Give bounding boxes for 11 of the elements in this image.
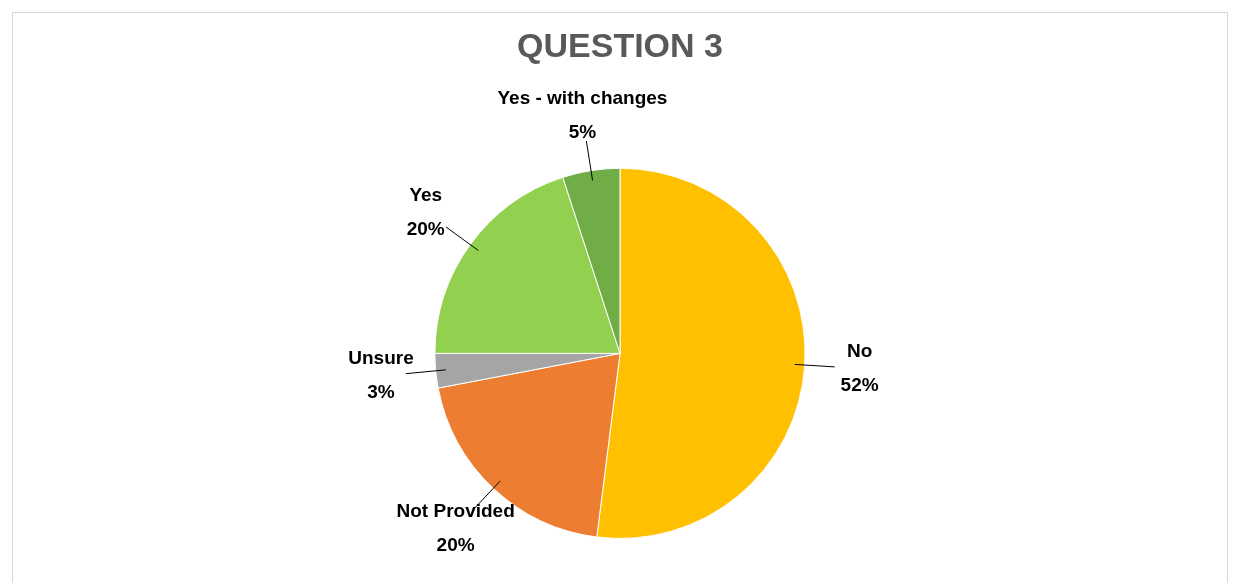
data-label: 5% bbox=[568, 121, 597, 143]
data-label: 52% bbox=[840, 373, 879, 395]
slice-label: Yes bbox=[409, 183, 443, 205]
data-label: 20% bbox=[406, 217, 445, 239]
slice-label: Yes - with changes bbox=[497, 87, 668, 109]
slice-label: Unsure bbox=[348, 347, 414, 369]
chart-title: QUESTION 3 bbox=[517, 25, 723, 64]
data-label: 3% bbox=[367, 381, 395, 403]
slice-label: No bbox=[846, 339, 873, 361]
data-label: 20% bbox=[436, 533, 475, 555]
slice-label: Not Provided bbox=[396, 499, 515, 521]
